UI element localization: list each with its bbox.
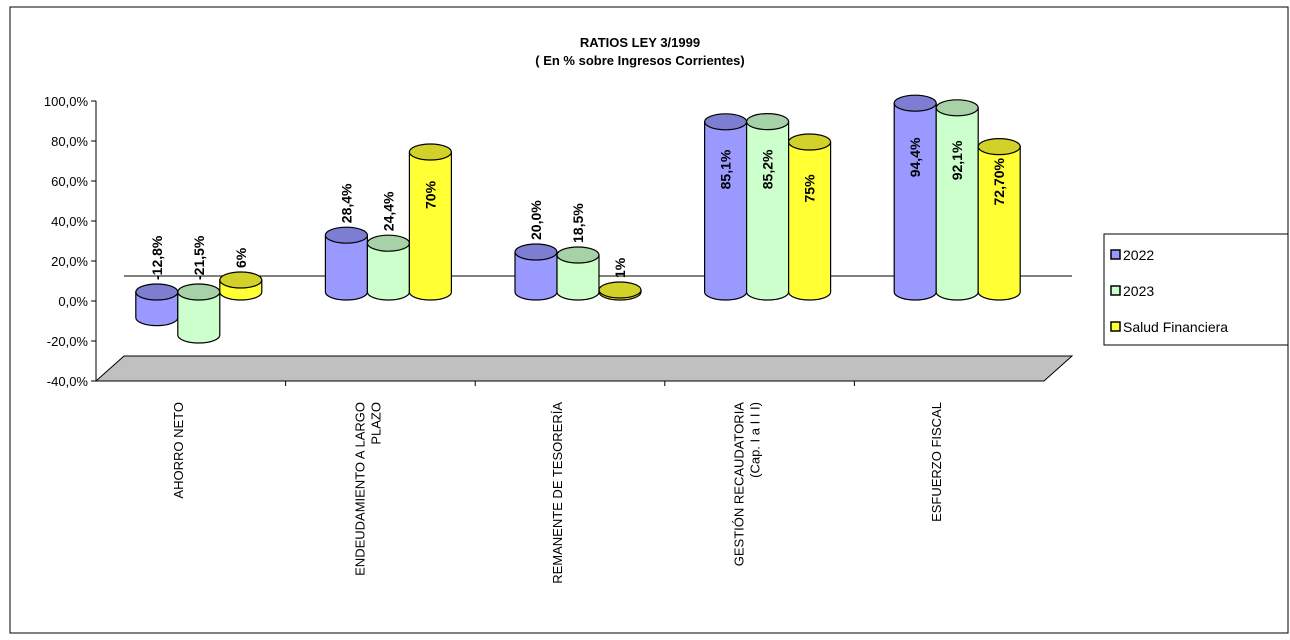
bar-body <box>893 102 937 301</box>
data-label: 20,0% <box>528 200 544 240</box>
bar-4-2 <box>977 138 1021 301</box>
data-label: 18,5% <box>570 203 586 243</box>
bar-3-0 <box>703 113 748 301</box>
legend-box <box>1103 233 1289 346</box>
data-label: -12,8% <box>149 235 165 280</box>
legend-swatch <box>1110 249 1121 260</box>
bar-top <box>703 113 748 131</box>
bar-body <box>324 234 368 301</box>
bar-1-0 <box>324 226 368 301</box>
data-label: 85,2% <box>760 149 776 189</box>
bar-2-2 <box>598 281 642 301</box>
x-category-label: AHORRO NETO <box>171 402 186 499</box>
legend-label: Salud Financiera <box>1123 319 1228 335</box>
bar-0-0 <box>135 283 179 327</box>
x-category-label: ENDEUDAMIENTO A LARGO <box>352 402 367 576</box>
data-label: 6% <box>233 247 249 268</box>
data-label: 75% <box>802 174 818 203</box>
bar-top <box>556 246 600 264</box>
bar-4-0 <box>893 94 937 301</box>
data-label: -21,5% <box>191 235 207 280</box>
legend-label: 2022 <box>1123 247 1154 263</box>
bar-body <box>408 151 452 301</box>
data-label: 85,1% <box>718 149 734 189</box>
data-label: 1% <box>612 257 628 278</box>
bar-top <box>219 271 263 289</box>
bar-body <box>746 121 790 301</box>
bar-top <box>935 99 979 117</box>
bar-1-1 <box>366 234 410 301</box>
legend-swatch <box>1110 285 1121 296</box>
bar-3-1 <box>745 112 790 301</box>
bar-top <box>408 143 452 161</box>
y-tick-label: 80,0% <box>51 134 88 149</box>
chart-subtitle: ( En % sobre Ingresos Corrientes) <box>535 53 745 68</box>
bar-top <box>893 94 937 112</box>
bar-body <box>977 146 1021 301</box>
bar-body <box>704 121 748 301</box>
bar-top <box>745 112 790 131</box>
data-label: 92,1% <box>949 140 965 180</box>
y-tick-label: 40,0% <box>51 214 88 229</box>
data-label: 28,4% <box>338 183 354 223</box>
x-category-label: REMANENTE DE TESORERÍA <box>550 402 565 584</box>
y-tick-label: -40,0% <box>47 374 89 389</box>
bar-2-1 <box>556 246 600 301</box>
x-category-label: PLAZO <box>368 402 383 445</box>
bar-body <box>935 107 979 301</box>
data-label: 70% <box>422 180 438 209</box>
x-category-label: ESFUERZO FISCAL <box>929 402 944 522</box>
bar-2-0 <box>514 243 558 301</box>
chart-title: RATIOS LEY 3/1999 <box>580 35 700 50</box>
y-tick-label: -20,0% <box>47 334 89 349</box>
data-label: 24,4% <box>380 191 396 231</box>
bar-top <box>977 138 1021 156</box>
bar-1-2 <box>408 143 452 301</box>
data-label: 94,4% <box>907 137 923 177</box>
data-label: 72,70% <box>991 157 1007 205</box>
bar-0-2 <box>219 271 263 301</box>
bar-3-2 <box>787 133 832 301</box>
bar-top <box>177 283 221 301</box>
bar-top <box>787 133 832 151</box>
bar-top <box>598 281 642 299</box>
bar-top <box>366 234 410 252</box>
bar-body <box>788 141 832 301</box>
bar-4-1 <box>935 99 979 301</box>
y-tick-label: 0,0% <box>58 294 88 309</box>
chart-border <box>9 6 1289 634</box>
y-tick-label: 20,0% <box>51 254 88 269</box>
y-tick-label: 100,0% <box>44 94 89 109</box>
bar-0-1 <box>177 283 221 344</box>
chart-floor <box>94 355 1074 382</box>
bar-top <box>514 243 558 261</box>
bar-body <box>177 291 221 344</box>
legend-swatch <box>1110 321 1121 332</box>
legend-label: 2023 <box>1123 283 1154 299</box>
x-category-label: (Cap. I a I I I) <box>748 402 763 478</box>
y-tick-label: 60,0% <box>51 174 88 189</box>
bar-top <box>324 226 368 244</box>
bar-top <box>135 283 179 301</box>
x-category-label: GESTIÓN RECAUDATORIA <box>732 402 747 567</box>
